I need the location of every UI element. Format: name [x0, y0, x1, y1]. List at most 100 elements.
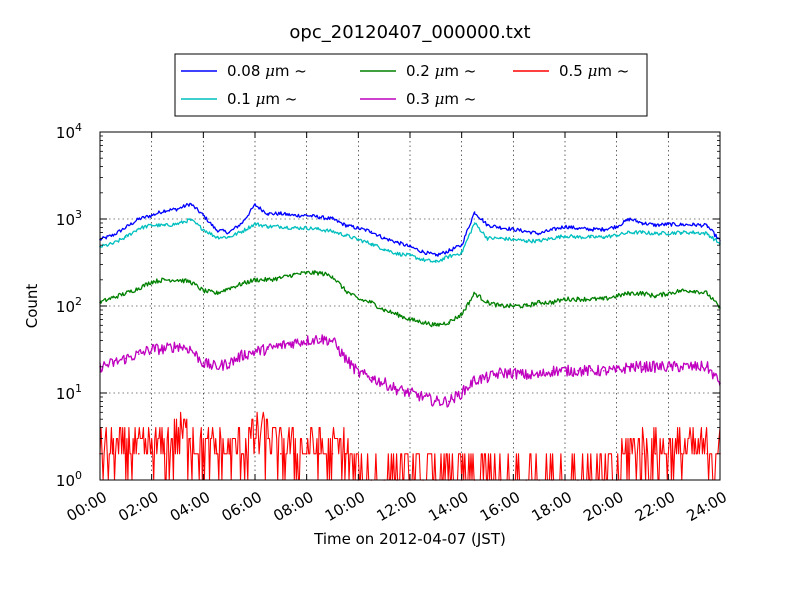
data-point: [241, 453, 243, 455]
data-point: [254, 279, 256, 281]
data-point: [267, 348, 269, 350]
data-point: [603, 298, 605, 300]
data-point: [499, 237, 502, 240]
data-point: [318, 453, 321, 455]
data-point: [667, 453, 670, 455]
data-point: [551, 229, 553, 231]
data-point: [693, 231, 695, 234]
data-point: [241, 230, 243, 233]
data-point: [305, 453, 308, 455]
data-point: [138, 287, 140, 290]
data-point: [189, 202, 192, 205]
data-point: [667, 292, 670, 295]
data-point: [615, 225, 618, 228]
data-point: [241, 222, 243, 224]
data-point: [163, 348, 166, 350]
data-point: [706, 453, 708, 455]
data-point: [693, 453, 695, 455]
data-point: [654, 366, 657, 368]
data-point: [228, 236, 230, 238]
data-point: [603, 370, 605, 372]
data-point: [112, 234, 114, 237]
data-point: [254, 350, 256, 353]
data-point: [409, 318, 411, 321]
data-point: [344, 453, 347, 455]
data-point: [150, 280, 153, 283]
data-point: [693, 366, 695, 368]
data-point: [163, 209, 166, 212]
data-point: [680, 231, 683, 234]
x-axis-label: Time on 2012-04-07 (JST): [313, 530, 506, 548]
data-point: [680, 366, 683, 368]
data-point: [512, 238, 515, 241]
data-point: [357, 372, 360, 374]
data-point: [538, 301, 540, 304]
data-point: [357, 298, 360, 300]
data-point: [150, 224, 153, 226]
data-point: [163, 224, 166, 227]
data-point: [680, 289, 683, 292]
data-point: [228, 287, 230, 290]
data-point: [176, 208, 179, 210]
data-point: [318, 338, 321, 340]
data-point: [112, 242, 114, 245]
data-point: [267, 279, 269, 281]
data-point: [460, 392, 463, 394]
data-point: [693, 223, 695, 226]
data-point: [293, 453, 295, 455]
data-point: [615, 295, 618, 297]
data-point: [654, 295, 657, 297]
data-point: [370, 230, 373, 233]
data-point: [150, 453, 153, 455]
legend-label: 0.2 μm ~: [406, 62, 476, 80]
data-point: [577, 236, 579, 238]
data-point: [344, 224, 347, 226]
data-point: [409, 392, 411, 394]
data-point: [499, 372, 502, 374]
data-point: [422, 251, 424, 253]
data-point: [138, 227, 140, 230]
data-point: [176, 437, 179, 440]
legend-label: 0.5 μm ~: [559, 62, 629, 80]
data-point: [473, 222, 476, 224]
data-point: [693, 289, 695, 292]
data-point: [409, 254, 411, 257]
legend-label: 0.3 μm ~: [406, 90, 476, 108]
data-point: [254, 204, 256, 206]
data-point: [628, 366, 631, 368]
data-point: [538, 232, 540, 235]
data-point: [615, 234, 618, 237]
data-point: [331, 230, 334, 233]
data-point: [590, 298, 592, 300]
data-point: [228, 453, 230, 455]
data-point: [215, 366, 218, 368]
data-point: [422, 259, 424, 261]
data-point: [448, 250, 450, 252]
data-point: [176, 279, 179, 281]
data-point: [280, 453, 282, 455]
data-point: [525, 240, 528, 242]
data-point: [448, 255, 450, 258]
data-point: [383, 237, 386, 240]
data-point: [370, 376, 373, 379]
data-point: [396, 241, 398, 244]
data-point: [486, 301, 489, 304]
data-point: [331, 218, 334, 220]
data-point: [125, 236, 127, 238]
data-point: [202, 362, 205, 365]
data-point: [667, 366, 670, 368]
y-axis-label: Count: [23, 284, 41, 329]
data-point: [189, 280, 192, 283]
data-point: [680, 453, 683, 455]
chart-title: opc_20120407_000000.txt: [289, 22, 530, 43]
data-point: [641, 231, 644, 234]
data-point: [460, 251, 463, 254]
data-point: [125, 453, 127, 455]
data-point: [344, 234, 347, 237]
data-point: [189, 437, 192, 440]
data-point: [448, 400, 450, 403]
data-point: [409, 245, 411, 248]
data-point: [163, 279, 166, 281]
data-point: [551, 237, 553, 240]
